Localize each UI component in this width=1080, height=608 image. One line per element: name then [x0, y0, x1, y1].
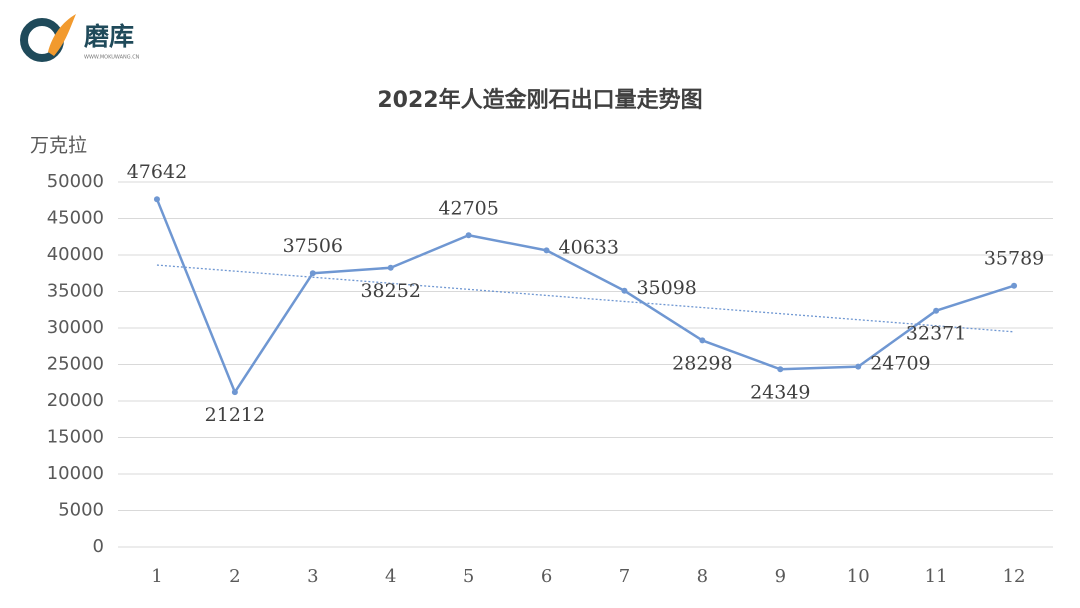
y-tick-label: 40000 [47, 244, 104, 265]
point [465, 232, 472, 239]
data-label: 24709 [870, 353, 930, 375]
x-tick-label: 3 [307, 566, 318, 587]
logo-url: WWW.MOKUWANG.CN [84, 55, 140, 61]
point [387, 264, 394, 271]
y-tick-label: 5000 [58, 500, 104, 521]
data-label: 21212 [205, 404, 265, 426]
y-tick-label: 50000 [47, 171, 104, 192]
data-label: 32371 [906, 323, 966, 345]
logo-name: 磨库 [84, 22, 134, 51]
y-tick-label: 35000 [47, 281, 104, 302]
data-label: 28298 [672, 352, 732, 374]
y-tick-label: 0 [93, 536, 104, 557]
logo-flame [48, 14, 76, 56]
logo: 磨库 WWW.MOKUWANG.CN [20, 14, 140, 62]
x-tick-label: 9 [775, 566, 786, 587]
y-tick-label: 45000 [47, 208, 104, 229]
data-label: 35098 [636, 277, 696, 299]
point [153, 196, 160, 203]
point [777, 366, 784, 373]
point [699, 337, 706, 344]
data-label: 24349 [750, 381, 810, 403]
y-tick-label: 10000 [47, 463, 104, 484]
trend-line [156, 264, 1015, 333]
x-tick-label: 6 [541, 566, 552, 587]
x-tick-label: 11 [925, 566, 948, 587]
x-tick-label: 12 [1003, 566, 1026, 587]
x-tick-label: 5 [463, 566, 474, 587]
x-tick-label: 7 [619, 566, 630, 587]
point [933, 307, 940, 314]
data-label: 47642 [127, 161, 187, 183]
chart-title: 2022年人造金刚石出口量走势图 [377, 87, 702, 113]
x-tick-label: 2 [229, 566, 240, 587]
x-tick-label: 4 [385, 566, 396, 587]
point [855, 363, 862, 370]
x-tick-label: 1 [151, 566, 162, 587]
line [155, 198, 1015, 394]
data-label: 38252 [360, 280, 420, 302]
point [231, 389, 238, 396]
data-label: 42705 [438, 197, 498, 219]
point [543, 247, 550, 254]
y-tick-label: 20000 [47, 390, 104, 411]
y-tick-label: 30000 [47, 317, 104, 338]
y-tick-label: 25000 [47, 354, 104, 375]
y-tick-label: 15000 [47, 427, 104, 448]
x-tick-label: 10 [847, 566, 870, 587]
data-label: 37506 [283, 235, 343, 257]
data-label: 35789 [984, 248, 1044, 270]
y-axis-label: 万克拉 [30, 135, 87, 157]
point [621, 287, 628, 294]
x-tick-label: 8 [697, 566, 708, 587]
point [309, 270, 316, 277]
point [1011, 282, 1018, 289]
data-label: 40633 [559, 236, 619, 258]
